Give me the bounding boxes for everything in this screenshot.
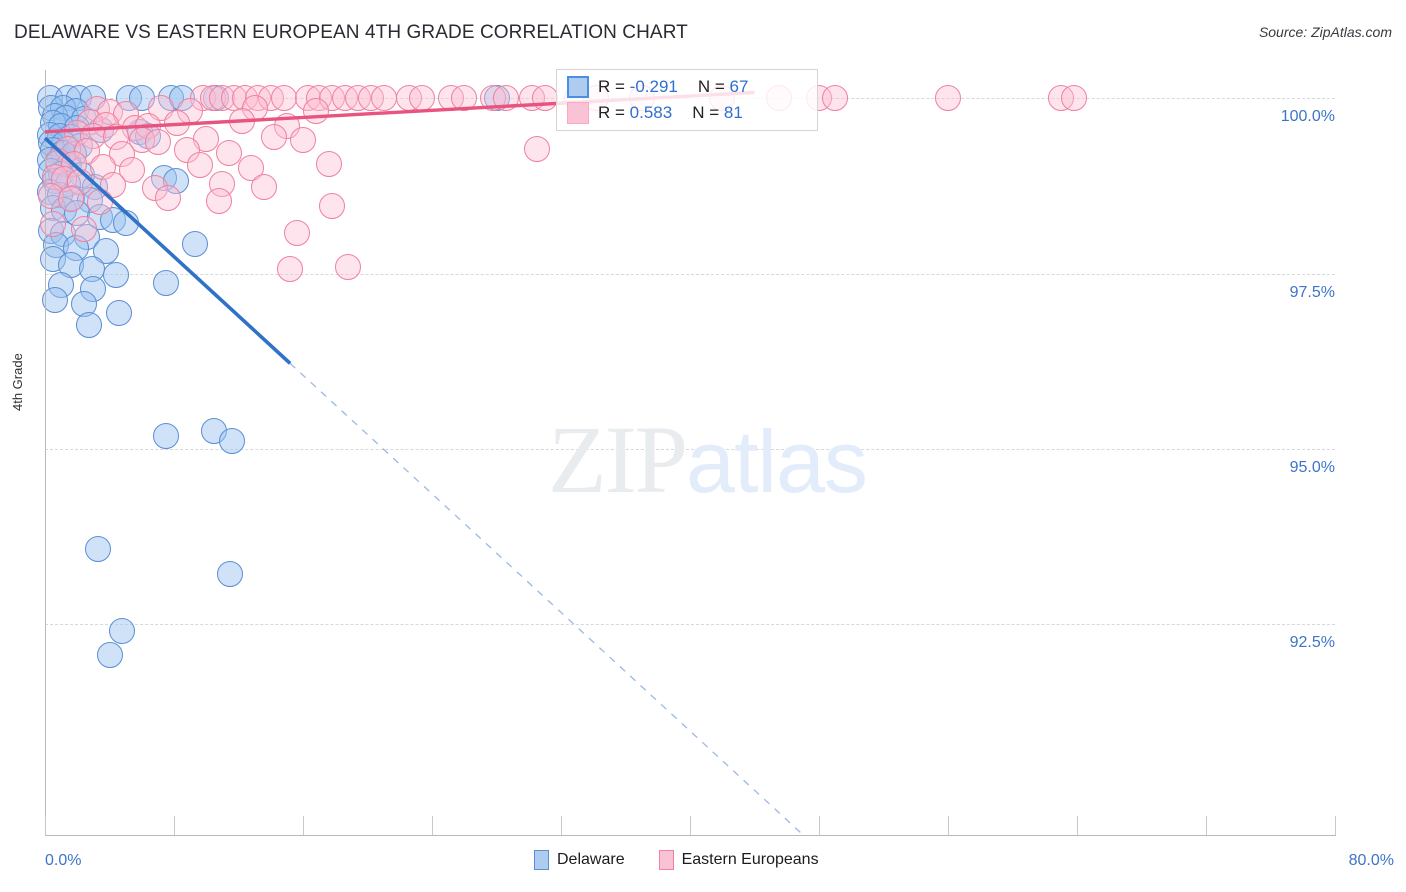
plot-area: 100.0% 97.5% 95.0% 92.5%: [36, 70, 1335, 835]
data-point: [219, 427, 246, 454]
x-axis-tick: [948, 816, 949, 835]
delaware-stats: R = -0.291 N = 67: [598, 77, 748, 97]
legend-delaware-swatch-icon: [534, 850, 549, 870]
y-axis-label: 4th Grade: [10, 353, 25, 411]
x-axis-tick: [1077, 816, 1078, 835]
data-point: [109, 618, 136, 645]
legend-eastern-europeans-swatch-icon: [658, 850, 674, 870]
data-point: [154, 184, 181, 211]
data-point: [152, 270, 179, 297]
data-point: [302, 97, 329, 124]
data-point: [186, 152, 213, 179]
x-axis-min-label: 0.0%: [45, 852, 82, 869]
eastern-europeans-stats: R = 0.583 N = 81: [598, 103, 743, 123]
data-point: [315, 151, 342, 178]
x-axis-max-label: 80.0%: [1348, 852, 1394, 869]
data-point: [106, 299, 133, 326]
x-axis-tick: [561, 816, 562, 835]
data-point: [260, 124, 287, 151]
gridline: [45, 273, 1335, 275]
data-point: [102, 261, 129, 288]
data-point: [217, 560, 244, 587]
y-axis-line: [45, 70, 46, 835]
legend-eastern-europeans-label: Eastern Europeans: [681, 851, 819, 868]
data-point: [215, 139, 242, 166]
delaware-n-label: N =: [697, 77, 730, 96]
data-point: [290, 127, 316, 154]
data-point: [85, 535, 112, 562]
data-point: [1060, 85, 1087, 112]
y-axis-tick-label: 100.0%: [1280, 108, 1335, 126]
legend-delaware-label: Delaware: [557, 851, 625, 868]
data-point: [370, 85, 397, 112]
data-point: [335, 253, 362, 280]
x-axis-tick: [45, 816, 46, 835]
data-point: [935, 85, 961, 112]
y-axis-tick-label: 95.0%: [1289, 458, 1335, 476]
delaware-swatch-icon: [567, 76, 589, 98]
y-axis-tick-label: 92.5%: [1289, 634, 1335, 652]
data-point: [75, 312, 102, 339]
eastern-europeans-swatch-icon: [567, 102, 589, 124]
source-attribution: Source: ZipAtlas.com: [1258, 24, 1392, 40]
data-point: [493, 85, 520, 112]
x-axis-tick: [432, 816, 433, 835]
gridline: [45, 624, 1335, 626]
data-point: [96, 642, 123, 669]
data-point: [112, 210, 139, 236]
delaware-r-label: R =: [598, 77, 630, 96]
x-axis-tick: [303, 816, 304, 835]
data-point: [228, 107, 255, 134]
data-point: [531, 85, 558, 112]
data-point: [283, 219, 310, 246]
data-point: [451, 85, 478, 112]
data-point: [144, 128, 171, 155]
ee-n-value: 81: [723, 103, 743, 122]
data-point: [822, 85, 849, 112]
data-point: [206, 187, 233, 214]
data-point: [164, 110, 191, 137]
data-point: [152, 423, 179, 450]
series-legend: Delaware Eastern Europeans: [534, 850, 845, 870]
data-point: [409, 85, 436, 112]
data-point: [251, 173, 278, 200]
data-point: [181, 231, 208, 258]
data-point: [57, 186, 84, 213]
x-axis-line: [45, 835, 1336, 836]
x-axis-tick: [690, 816, 691, 835]
ee-n-label: N =: [692, 103, 724, 122]
data-point: [70, 215, 97, 242]
delaware-r-value: -0.291: [629, 77, 678, 96]
data-point: [277, 256, 304, 283]
y-axis-tick-label: 97.5%: [1289, 283, 1335, 301]
x-axis-tick: [174, 816, 175, 835]
x-axis-tick: [819, 816, 820, 835]
stats-legend-row-eastern-europeans: R = 0.583 N = 81: [567, 100, 743, 126]
stats-legend: R = -0.291 N = 67 R = 0.583 N = 81: [556, 69, 818, 131]
ee-r-value: 0.583: [629, 103, 673, 122]
ee-r-label: R =: [598, 103, 630, 122]
legend-item-eastern-europeans[interactable]: Eastern Europeans: [658, 850, 819, 870]
x-axis-tick: [1206, 816, 1207, 835]
x-axis-tick: [1335, 816, 1336, 835]
data-point: [523, 135, 550, 162]
delaware-n-value: 67: [729, 77, 749, 96]
data-point: [270, 85, 297, 112]
data-point: [319, 193, 346, 220]
legend-item-delaware[interactable]: Delaware: [534, 850, 625, 870]
stats-legend-row-delaware: R = -0.291 N = 67: [567, 74, 748, 100]
page-title: DELAWARE VS EASTERN EUROPEAN 4TH GRADE C…: [14, 22, 688, 43]
data-point: [86, 188, 113, 215]
